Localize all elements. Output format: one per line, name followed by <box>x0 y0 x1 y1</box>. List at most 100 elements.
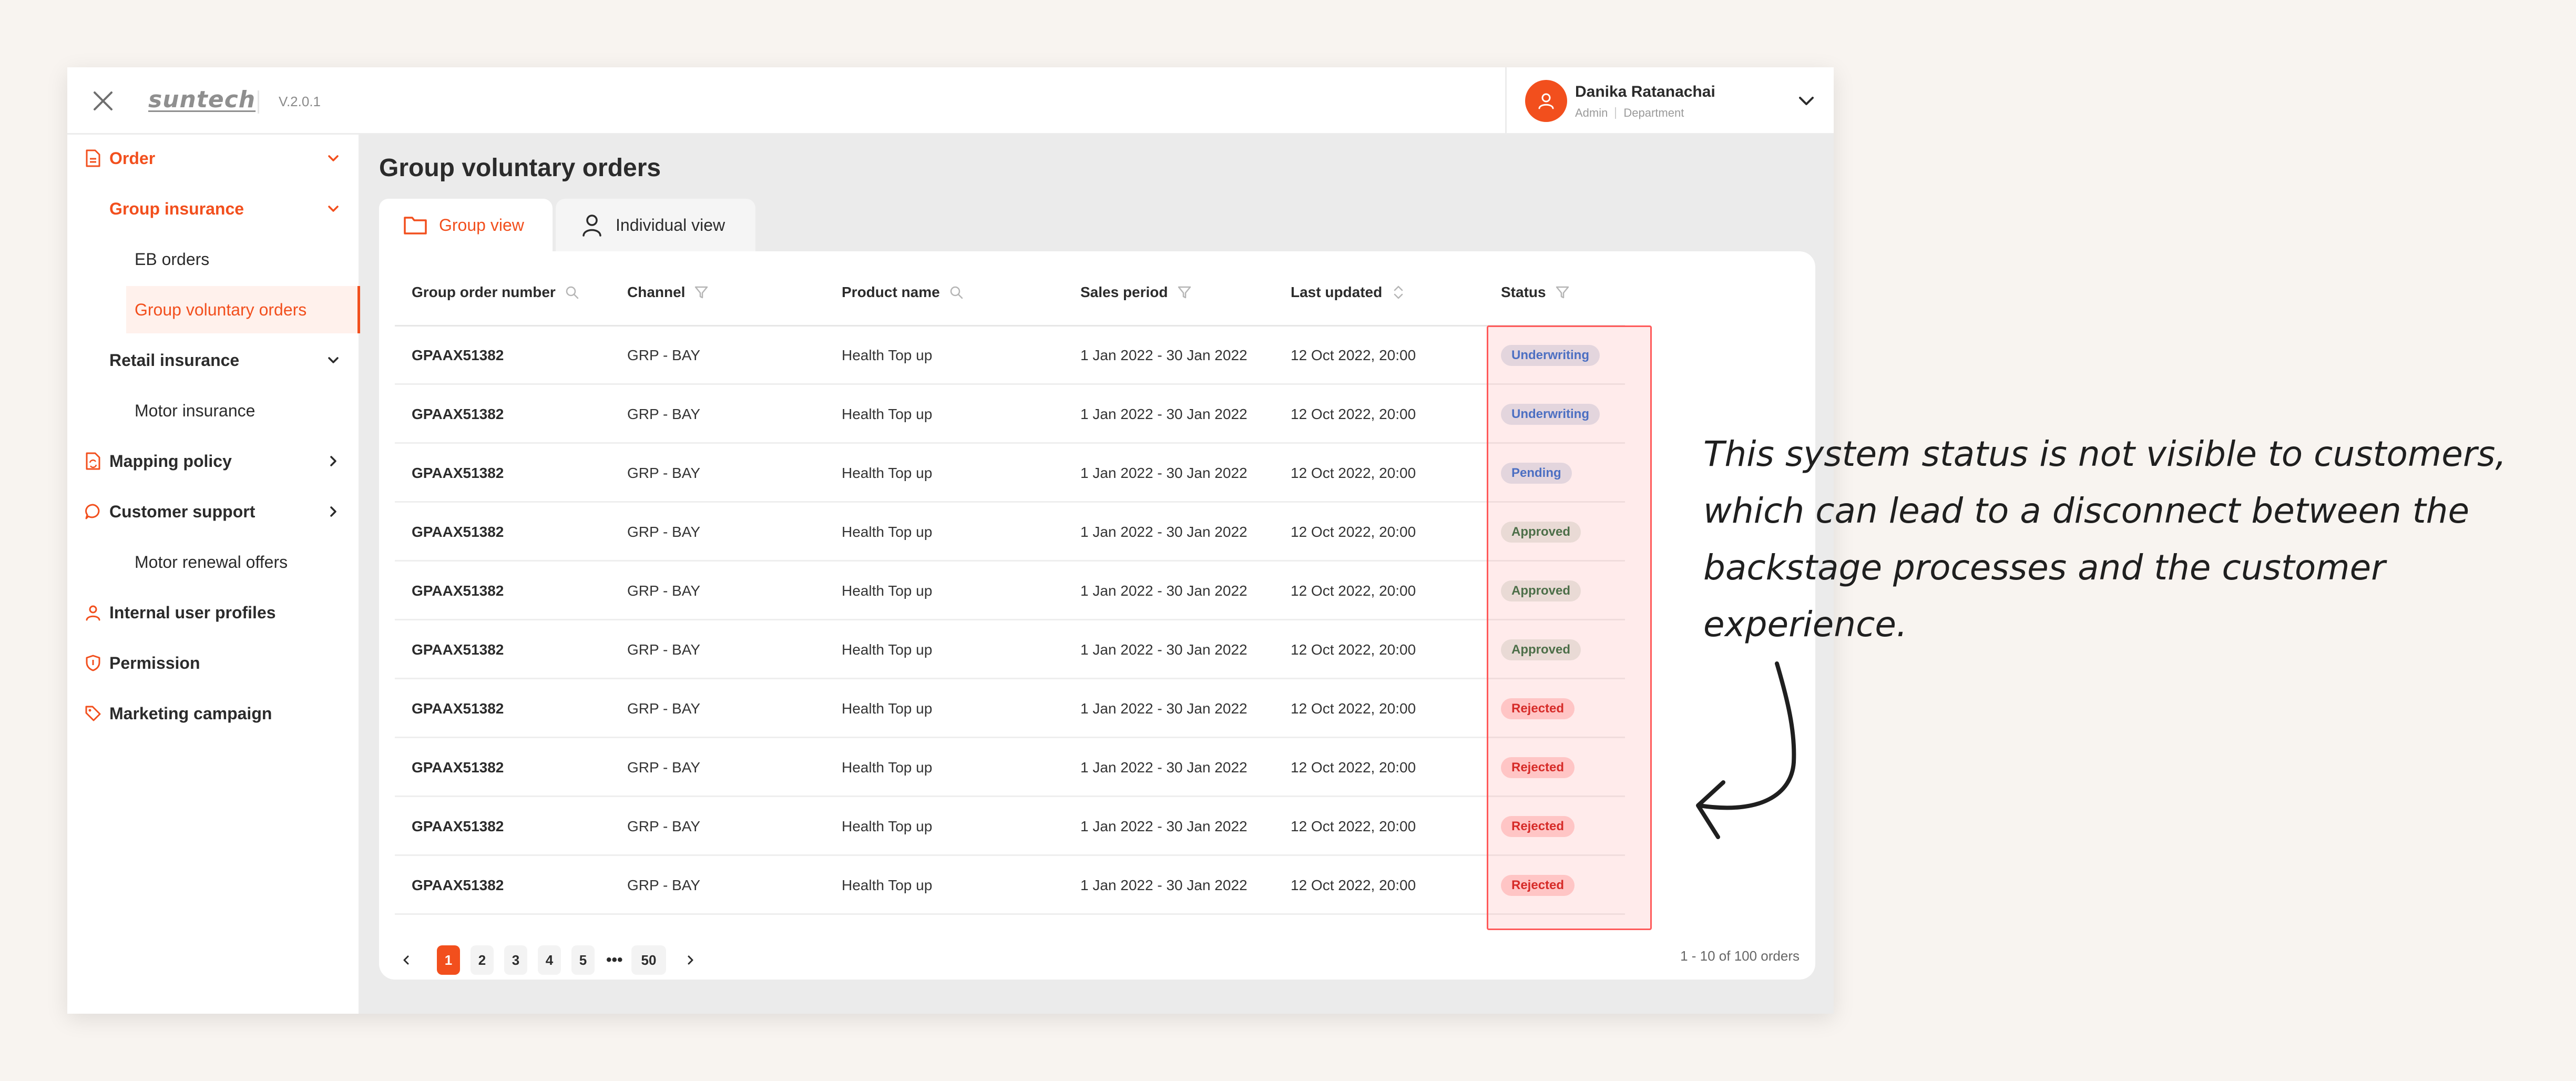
sidebar-item-mapping-policy[interactable]: Mapping policy <box>67 437 360 485</box>
column-header-label: Sales period <box>1080 284 1168 300</box>
column-header-label: Product name <box>842 284 940 300</box>
page-button-3[interactable]: 3 <box>504 945 527 975</box>
page-button-1[interactable]: 1 <box>437 945 460 975</box>
sidebar-item-label: Group insurance <box>109 199 244 218</box>
cell-channel: GRP - BAY <box>627 641 701 658</box>
cell-channel: GRP - BAY <box>627 347 701 363</box>
user-department-label: Department <box>1623 106 1684 119</box>
chevron-right-icon <box>330 506 336 517</box>
sort-icon[interactable] <box>1391 284 1406 300</box>
sidebar-item-label: Motor insurance <box>135 401 255 420</box>
status-badge: Rejected <box>1501 875 1575 896</box>
sidebar-item-label: Group voluntary orders <box>135 300 307 319</box>
cell-product-name: Health Top up <box>842 465 933 481</box>
sidebar-item-group-voluntary-orders[interactable]: Group voluntary orders <box>126 286 360 333</box>
cell-status: Pending <box>1501 444 1572 503</box>
sidebar-item-label: Permission <box>109 653 200 672</box>
filter-icon[interactable] <box>1177 284 1192 300</box>
role-separator <box>1615 107 1617 119</box>
cell-status: Underwriting <box>1501 385 1600 444</box>
status-badge: Rejected <box>1501 698 1575 719</box>
top-bar: suntech V.2.0.1 Danika Ratanachai Admin … <box>67 67 1834 135</box>
sidebar-item-label: Mapping policy <box>109 451 232 471</box>
sidebar-item-permission[interactable]: Permission <box>67 639 360 687</box>
cell-channel: GRP - BAY <box>627 759 701 776</box>
cell-order-number: GPAAX51382 <box>412 641 504 658</box>
tab-group-view[interactable]: Group view <box>379 199 553 251</box>
annotation-text: This system status is not visible to cus… <box>1703 434 2507 645</box>
sidebar-item-order[interactable]: Order <box>67 135 360 182</box>
topbar-divider <box>258 90 259 114</box>
prev-page-button[interactable] <box>395 945 418 975</box>
sidebar-item-group-insurance[interactable]: Group insurance <box>67 185 360 232</box>
page-button-5[interactable]: 5 <box>571 945 595 975</box>
status-badge: Underwriting <box>1501 404 1600 425</box>
app-window: suntech V.2.0.1 Danika Ratanachai Admin … <box>67 67 1834 1014</box>
table-row[interactable]: GPAAX51382 GRP - BAY Health Top up 1 Jan 20… <box>395 856 1625 915</box>
cell-status: Approved <box>1501 562 1581 620</box>
cell-sales-period: 1 Jan 2022 - 30 Jan 2022 <box>1080 641 1248 658</box>
cell-order-number: GPAAX51382 <box>412 818 504 834</box>
close-icon <box>94 91 113 110</box>
cell-last-updated: 12 Oct 2022, 20:00 <box>1291 818 1416 834</box>
column-header-label: Channel <box>627 284 686 300</box>
table-row[interactable]: GPAAX51382 GRP - BAY Health Top up 1 Jan 20… <box>395 797 1625 856</box>
status-badge: Rejected <box>1501 757 1575 778</box>
app-logo: suntech <box>148 86 256 113</box>
main-content: Group voluntary orders Group view Indivi… <box>360 135 1834 1014</box>
user-menu[interactable]: Danika Ratanachai Admin Department <box>1505 67 1834 135</box>
tab-label: Group view <box>439 215 524 234</box>
table-row[interactable]: GPAAX51382 GRP - BAY Health Top up 1 Jan 20… <box>395 562 1625 620</box>
cell-last-updated: 12 Oct 2022, 20:00 <box>1291 641 1416 658</box>
cell-channel: GRP - BAY <box>627 465 701 481</box>
cell-sales-period: 1 Jan 2022 - 30 Jan 2022 <box>1080 818 1248 834</box>
cell-channel: GRP - BAY <box>627 583 701 599</box>
cell-sales-period: 1 Jan 2022 - 30 Jan 2022 <box>1080 583 1248 599</box>
search-icon[interactable] <box>564 284 580 300</box>
table-row[interactable]: GPAAX51382 GRP - BAY Health Top up 1 Jan 20… <box>395 679 1625 738</box>
sidebar-item-motor-renewal-offers[interactable]: Motor renewal offers <box>67 538 360 586</box>
table-row[interactable]: GPAAX51382 GRP - BAY Health Top up 1 Jan 20… <box>395 620 1625 679</box>
sidebar-item-eb-orders[interactable]: EB orders <box>67 236 360 283</box>
sidebar-item-label: Customer support <box>109 502 255 521</box>
cell-product-name: Health Top up <box>842 877 933 893</box>
cell-order-number: GPAAX51382 <box>412 465 504 481</box>
document-icon <box>84 149 102 167</box>
next-page-button[interactable] <box>679 945 702 975</box>
cell-channel: GRP - BAY <box>627 406 701 422</box>
cell-sales-period: 1 Jan 2022 - 30 Jan 2022 <box>1080 524 1248 540</box>
table-row[interactable]: GPAAX51382 GRP - BAY Health Top up 1 Jan 20… <box>395 503 1625 562</box>
sidebar-item-label: Internal user profiles <box>109 603 276 622</box>
sidebar-item-customer-support[interactable]: Customer support <box>67 488 360 535</box>
cell-channel: GRP - BAY <box>627 700 701 717</box>
table-header: Group order number Channel Product name <box>379 251 1815 325</box>
table-row[interactable]: GPAAX51382 GRP - BAY Health Top up 1 Jan 20… <box>395 738 1625 797</box>
cell-product-name: Health Top up <box>842 583 933 599</box>
search-icon[interactable] <box>948 284 964 300</box>
cell-channel: GRP - BAY <box>627 877 701 893</box>
filter-icon[interactable] <box>1555 284 1570 300</box>
page-button-50[interactable]: 50 <box>631 945 666 975</box>
filter-icon[interactable] <box>693 284 709 300</box>
table-row[interactable]: GPAAX51382 GRP - BAY Health Top up 1 Jan 20… <box>395 444 1625 503</box>
page-button-4[interactable]: 4 <box>538 945 561 975</box>
person-icon <box>580 213 604 237</box>
sidebar-item-marketing-campaign[interactable]: Marketing campaign <box>67 690 360 737</box>
cell-product-name: Health Top up <box>842 641 933 658</box>
user-role: Admin Department <box>1575 106 1684 120</box>
sidebar-item-motor-insurance[interactable]: Motor insurance <box>67 387 360 434</box>
cell-order-number: GPAAX51382 <box>412 700 504 717</box>
tab-individual-view[interactable]: Individual view <box>556 199 755 251</box>
sidebar-item-internal-user-profiles[interactable]: Internal user profiles <box>67 589 360 636</box>
avatar <box>1525 80 1567 122</box>
sidebar-item-retail-insurance[interactable]: Retail insurance <box>67 336 360 384</box>
sidebar-item-label: Retail insurance <box>109 350 240 370</box>
page-button-2[interactable]: 2 <box>471 945 494 975</box>
chevron-down-icon[interactable] <box>1796 90 1817 111</box>
close-button[interactable] <box>87 85 119 117</box>
cell-product-name: Health Top up <box>842 818 933 834</box>
cell-status: Rejected <box>1501 679 1575 738</box>
cell-channel: GRP - BAY <box>627 524 701 540</box>
table-row[interactable]: GPAAX51382 GRP - BAY Health Top up 1 Jan 20… <box>395 385 1625 444</box>
table-row[interactable]: GPAAX51382 GRP - BAY Health Top up 1 Jan 20… <box>395 326 1625 385</box>
